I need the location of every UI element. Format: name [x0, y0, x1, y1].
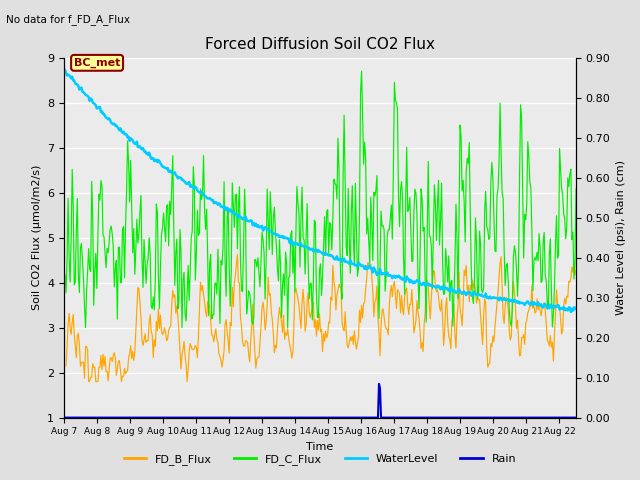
- Title: Forced Diffusion Soil CO2 Flux: Forced Diffusion Soil CO2 Flux: [205, 37, 435, 52]
- Y-axis label: Soil CO2 Flux (µmol/m2/s): Soil CO2 Flux (µmol/m2/s): [31, 165, 42, 310]
- X-axis label: Time: Time: [307, 442, 333, 452]
- Text: BC_met: BC_met: [74, 58, 120, 68]
- Y-axis label: Water Level (psi), Rain (cm): Water Level (psi), Rain (cm): [616, 160, 626, 315]
- Legend: FD_B_Flux, FD_C_Flux, WaterLevel, Rain: FD_B_Flux, FD_C_Flux, WaterLevel, Rain: [120, 450, 520, 469]
- Text: No data for f_FD_A_Flux: No data for f_FD_A_Flux: [6, 14, 131, 25]
